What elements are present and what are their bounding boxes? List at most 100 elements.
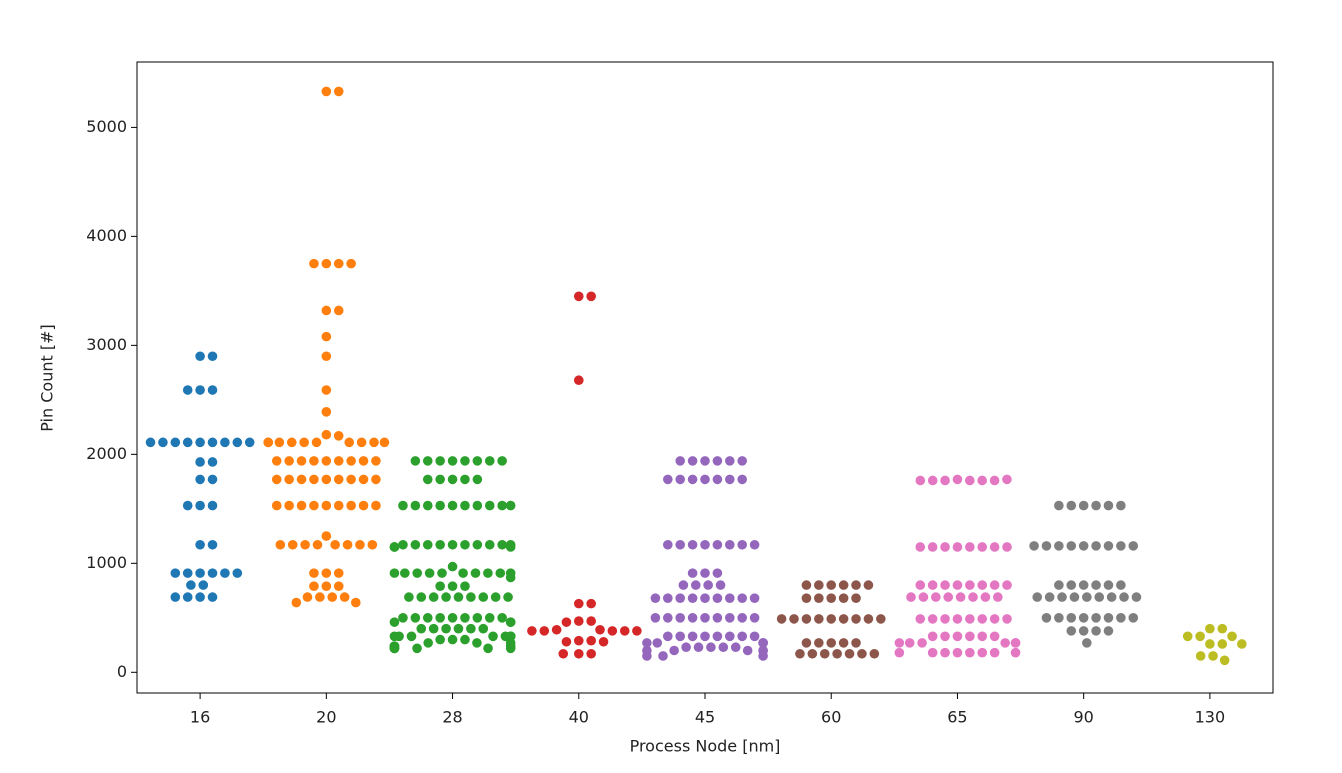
dot [927, 631, 938, 642]
dot [321, 531, 332, 541]
dot [1010, 647, 1021, 658]
dot [495, 568, 506, 578]
dot [1029, 541, 1039, 551]
dot [989, 580, 1000, 590]
dot [422, 474, 433, 485]
dot [857, 648, 867, 659]
dot [286, 437, 297, 448]
dot [539, 626, 550, 636]
dot [1002, 474, 1012, 485]
dot [466, 623, 476, 634]
dot [367, 539, 378, 550]
dot [527, 626, 537, 636]
dot [182, 592, 193, 602]
dot [712, 568, 723, 578]
dot [952, 580, 963, 590]
dot [1237, 639, 1247, 649]
dot [1054, 541, 1064, 551]
dot [447, 634, 458, 645]
dot [207, 437, 218, 448]
dot [195, 474, 205, 485]
dot [712, 593, 723, 603]
dot [182, 568, 193, 578]
x-tick-label: 90 [1073, 708, 1093, 727]
dot [472, 456, 483, 466]
dot [472, 539, 483, 550]
dot [350, 597, 361, 608]
dot [447, 613, 458, 623]
dot [1002, 542, 1012, 552]
dot [182, 385, 193, 395]
dot [284, 474, 294, 485]
dot [725, 631, 735, 642]
dot [598, 636, 609, 647]
dot [678, 580, 689, 590]
dot [1116, 613, 1126, 623]
dot [737, 631, 747, 642]
dot [424, 568, 435, 578]
dot [1106, 592, 1117, 602]
dot [358, 456, 369, 466]
dot [1219, 655, 1230, 666]
dot [505, 542, 516, 552]
dot [416, 592, 427, 602]
dot [232, 568, 243, 578]
dot [838, 614, 849, 624]
dot [725, 613, 735, 623]
dot [342, 539, 353, 550]
dot [675, 474, 685, 485]
dot [274, 437, 285, 448]
dot [207, 351, 218, 362]
dot [952, 614, 963, 624]
dot [478, 592, 489, 602]
dot [470, 568, 481, 578]
dot [309, 500, 319, 511]
dot [712, 474, 723, 485]
dot [447, 539, 458, 550]
dot [1131, 592, 1142, 602]
dot [435, 539, 445, 550]
dot [776, 614, 787, 624]
dot [894, 638, 905, 648]
dot [186, 580, 196, 590]
dot [1128, 613, 1139, 623]
dot [333, 581, 344, 591]
dot [712, 539, 723, 550]
dot [749, 539, 760, 550]
dot [321, 474, 332, 485]
dot [428, 592, 439, 602]
dot [484, 456, 495, 466]
dot [1002, 614, 1012, 624]
dot [675, 456, 685, 466]
dot [915, 542, 926, 552]
dot [460, 456, 470, 466]
dot [315, 592, 325, 602]
dot [737, 593, 747, 603]
dot [706, 642, 716, 653]
dot [1066, 626, 1077, 636]
dot [940, 614, 950, 624]
dot [1119, 592, 1129, 602]
dot [940, 580, 950, 590]
dot [220, 437, 230, 448]
dot [1041, 541, 1052, 551]
dot [712, 631, 723, 642]
dot [838, 638, 849, 648]
dot [712, 613, 723, 623]
dot [826, 638, 837, 648]
dot [725, 474, 735, 485]
dot [965, 631, 975, 642]
dot [749, 631, 760, 642]
dot [1091, 626, 1101, 636]
y-tick-label: 0 [117, 662, 127, 681]
dot [484, 613, 495, 623]
dot [400, 568, 410, 578]
dot [1010, 638, 1021, 648]
dot [195, 539, 205, 550]
dot [198, 580, 209, 590]
dot [422, 456, 433, 466]
dot [955, 592, 966, 602]
dot [675, 539, 685, 550]
dot [863, 614, 874, 624]
dot [453, 592, 464, 602]
